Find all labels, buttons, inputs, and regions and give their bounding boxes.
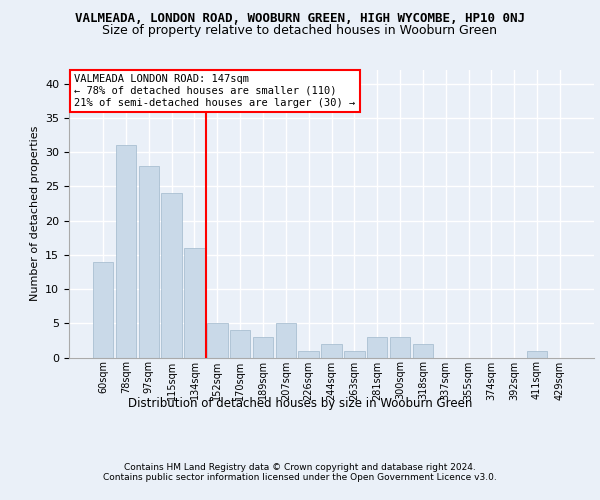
Bar: [527, 350, 547, 358]
Text: VALMEADA, LONDON ROAD, WOOBURN GREEN, HIGH WYCOMBE, HP10 0NJ: VALMEADA, LONDON ROAD, WOOBURN GREEN, HI…: [75, 12, 525, 26]
Bar: [275, 324, 296, 358]
Text: Contains public sector information licensed under the Open Government Licence v3: Contains public sector information licen…: [103, 472, 497, 482]
Bar: [321, 344, 342, 358]
Bar: [139, 166, 159, 358]
Bar: [390, 337, 410, 357]
Bar: [184, 248, 205, 358]
Bar: [116, 146, 136, 358]
Bar: [344, 350, 365, 358]
Text: Contains HM Land Registry data © Crown copyright and database right 2024.: Contains HM Land Registry data © Crown c…: [124, 462, 476, 471]
Bar: [93, 262, 113, 358]
Bar: [207, 324, 227, 358]
Text: Size of property relative to detached houses in Wooburn Green: Size of property relative to detached ho…: [103, 24, 497, 37]
Bar: [253, 337, 273, 357]
Bar: [161, 193, 182, 358]
Text: VALMEADA LONDON ROAD: 147sqm
← 78% of detached houses are smaller (110)
21% of s: VALMEADA LONDON ROAD: 147sqm ← 78% of de…: [74, 74, 355, 108]
Text: Distribution of detached houses by size in Wooburn Green: Distribution of detached houses by size …: [128, 398, 472, 410]
Bar: [298, 350, 319, 358]
Bar: [230, 330, 250, 357]
Bar: [367, 337, 388, 357]
Bar: [413, 344, 433, 358]
Y-axis label: Number of detached properties: Number of detached properties: [29, 126, 40, 302]
